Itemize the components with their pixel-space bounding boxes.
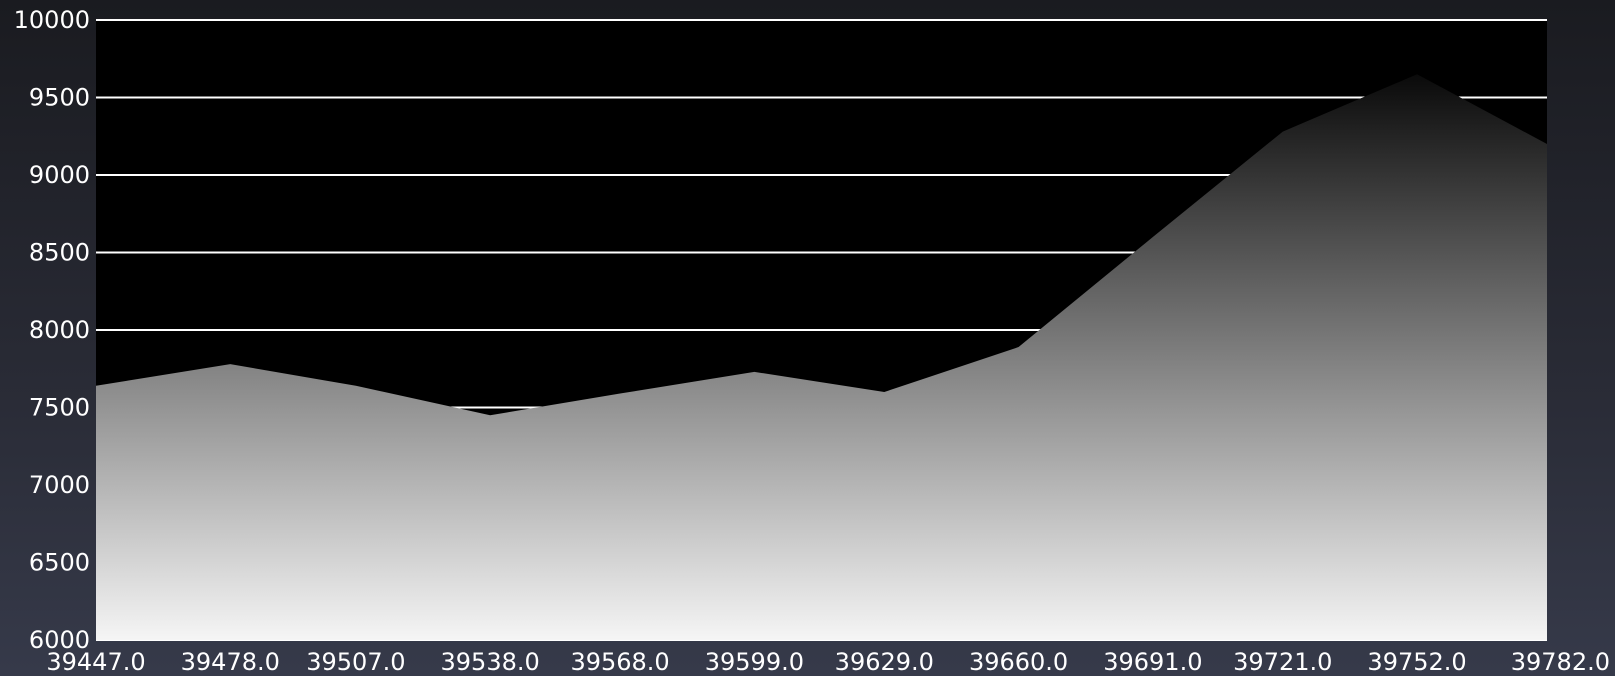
x-tick-label: 39629.0	[835, 648, 934, 676]
x-tick-label: 39660.0	[969, 648, 1068, 676]
x-tick-label: 39478.0	[181, 648, 280, 676]
x-tick-label: 39538.0	[441, 648, 540, 676]
y-tick-label: 8000	[29, 316, 90, 344]
x-tick-label: 39447.0	[46, 648, 145, 676]
x-tick-label: 39752.0	[1367, 648, 1466, 676]
y-axis-tick-labels: 6000 6500 7000 7500 8000 8500 9000 9500 10000	[14, 6, 90, 654]
x-tick-label: 39507.0	[306, 648, 405, 676]
y-tick-label: 10000	[14, 6, 90, 34]
x-tick-label: 39691.0	[1103, 648, 1202, 676]
y-tick-label: 9000	[29, 161, 90, 189]
x-tick-label: 39568.0	[570, 648, 669, 676]
y-tick-label: 8500	[29, 239, 90, 267]
y-tick-label: 7500	[29, 394, 90, 422]
x-tick-label: 39599.0	[705, 648, 804, 676]
y-tick-label: 9500	[29, 84, 90, 112]
y-tick-label: 6000	[29, 626, 90, 654]
y-tick-label: 6500	[29, 549, 90, 577]
y-tick-label: 7000	[29, 471, 90, 499]
x-tick-label: 39782.0	[1511, 648, 1610, 676]
x-tick-label: 39721.0	[1233, 648, 1332, 676]
area-series	[96, 74, 1547, 640]
x-axis-tick-labels: 39447.0 39478.0 39507.0 39538.0 39568.0 39599…	[46, 648, 1610, 676]
